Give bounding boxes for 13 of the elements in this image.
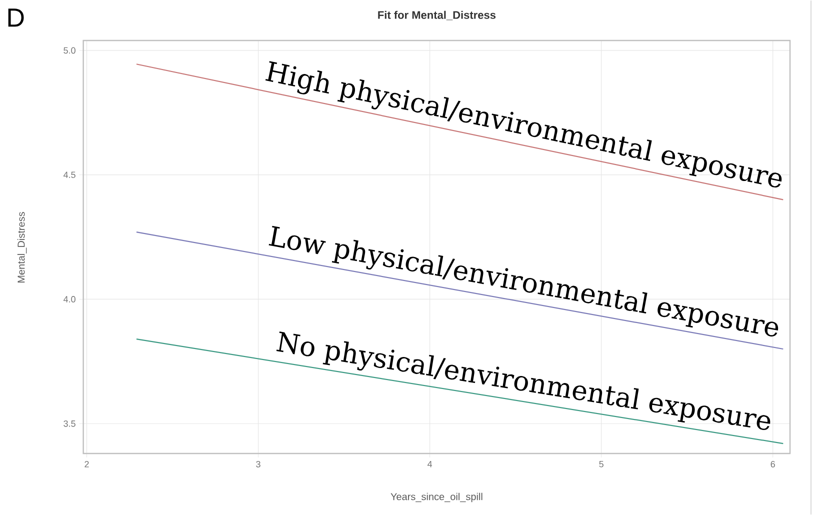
chart-title: Fit for Mental_Distress bbox=[378, 10, 496, 20]
x-tick-label: 5 bbox=[599, 461, 604, 468]
x-tick-label: 3 bbox=[256, 461, 260, 468]
y-axis-title: Mental_Distress bbox=[17, 212, 27, 283]
y-tick-label: 3.5 bbox=[64, 420, 76, 427]
text: D bbox=[8, 8, 24, 27]
y-tick-label: 4.0 bbox=[63, 296, 76, 302]
y-tick-label: 5.0 bbox=[64, 47, 76, 54]
y-tick-label: 4.5 bbox=[63, 172, 76, 178]
x-tick-label: 2 bbox=[84, 461, 89, 468]
x-tick-label: 6 bbox=[770, 461, 775, 468]
x-axis-title: Years_since_oil_spill bbox=[390, 492, 482, 502]
x-tick-label: 4 bbox=[428, 461, 432, 468]
